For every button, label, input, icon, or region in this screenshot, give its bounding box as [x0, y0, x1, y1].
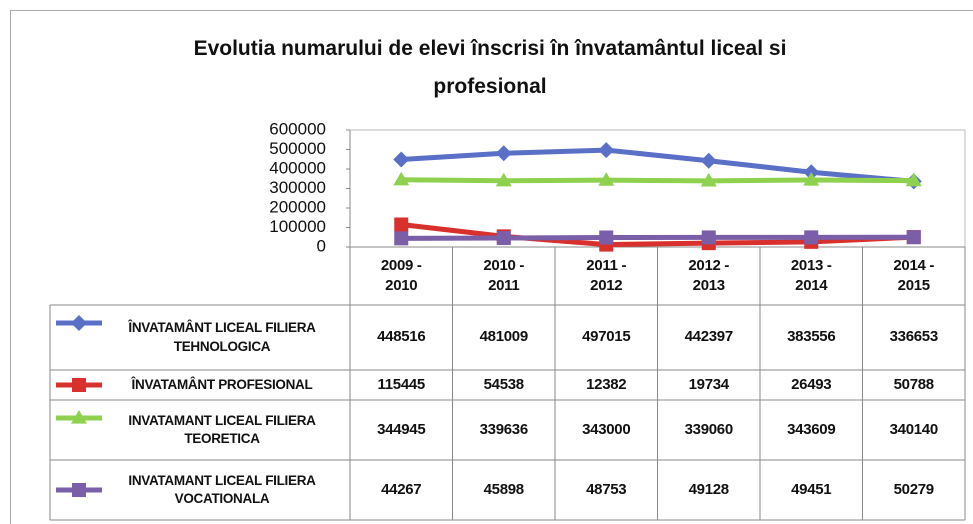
marker	[906, 230, 921, 245]
table-value: 19734	[688, 375, 730, 393]
table-value: 344945	[377, 420, 426, 438]
table-value: 26493	[791, 375, 832, 393]
chart-border	[10, 10, 973, 524]
legend-label: ÎNVATAMÂNT LICEAL FILIERA TEHNOLOGICA	[128, 320, 316, 354]
marker	[598, 172, 615, 186]
x-tick-label: 2009 - 2010	[380, 256, 422, 294]
table-value: 12382	[586, 375, 627, 393]
marker	[72, 378, 86, 392]
marker	[701, 230, 716, 245]
series-line	[401, 147, 914, 184]
marker	[700, 152, 717, 169]
table-value: 340140	[889, 420, 939, 438]
marker	[495, 172, 512, 187]
table-value: 49451	[791, 480, 832, 498]
table-value: 343000	[582, 420, 631, 438]
marker	[700, 172, 717, 187]
marker	[393, 151, 410, 168]
marker	[495, 145, 512, 162]
table-value: 497015	[582, 328, 631, 346]
table-value: 50279	[893, 480, 935, 498]
marker	[394, 217, 409, 232]
marker	[71, 410, 87, 424]
table-value: 339060	[684, 420, 734, 438]
chart-title: Evolutia numarului de elevi înscrisi în …	[193, 37, 787, 98]
table-value: 383556	[787, 328, 836, 346]
marker	[905, 172, 922, 187]
table-value: 54538	[483, 375, 525, 393]
marker	[599, 230, 614, 245]
x-tick-label: 2012 - 2013	[688, 256, 730, 294]
table-value: 339636	[479, 420, 529, 438]
series-line	[401, 234, 914, 241]
table-value: 343609	[787, 420, 836, 438]
marker	[803, 171, 820, 186]
y-tick-label: 0	[317, 236, 326, 255]
marker	[394, 231, 409, 246]
table-value: 481009	[479, 328, 529, 346]
series-line	[401, 177, 914, 184]
series-line	[400, 222, 914, 248]
table-value: 448516	[377, 328, 426, 346]
table-value: 50788	[893, 375, 935, 393]
x-tick-label: 2010 - 2011	[483, 256, 525, 294]
y-tick-label: 600000	[269, 119, 326, 138]
y-tick-label: 500000	[269, 139, 326, 158]
y-tick-label: 100000	[269, 217, 326, 236]
y-tick-label: 300000	[269, 178, 326, 197]
table-value: 44267	[381, 480, 422, 498]
legend-label: INVATAMANT LICEAL FILIERA VOCATIONALA	[128, 472, 316, 506]
x-tick-label: 2013 - 2014	[790, 256, 832, 294]
marker	[393, 171, 410, 186]
marker	[72, 483, 86, 497]
marker	[496, 231, 511, 246]
table-value: 336653	[889, 328, 939, 346]
table-value: 442397	[684, 328, 734, 346]
table-value: 115445	[377, 375, 426, 393]
y-tick-label: 200000	[269, 197, 326, 216]
table-value: 49128	[688, 480, 730, 498]
marker	[598, 142, 615, 159]
marker	[71, 315, 87, 331]
table-value: 45898	[483, 480, 525, 498]
legend-label: INVATAMANT LICEAL FILIERA TEORETICA	[128, 412, 316, 446]
x-tick-label: 2011 - 2012	[586, 256, 627, 294]
marker	[804, 230, 819, 245]
x-tick-label: 2014 - 2015	[893, 256, 935, 294]
table-value: 48753	[586, 480, 627, 498]
legend-label: ÎNVATAMÂNT PROFESIONAL	[131, 376, 313, 392]
y-tick-label: 400000	[269, 158, 326, 177]
